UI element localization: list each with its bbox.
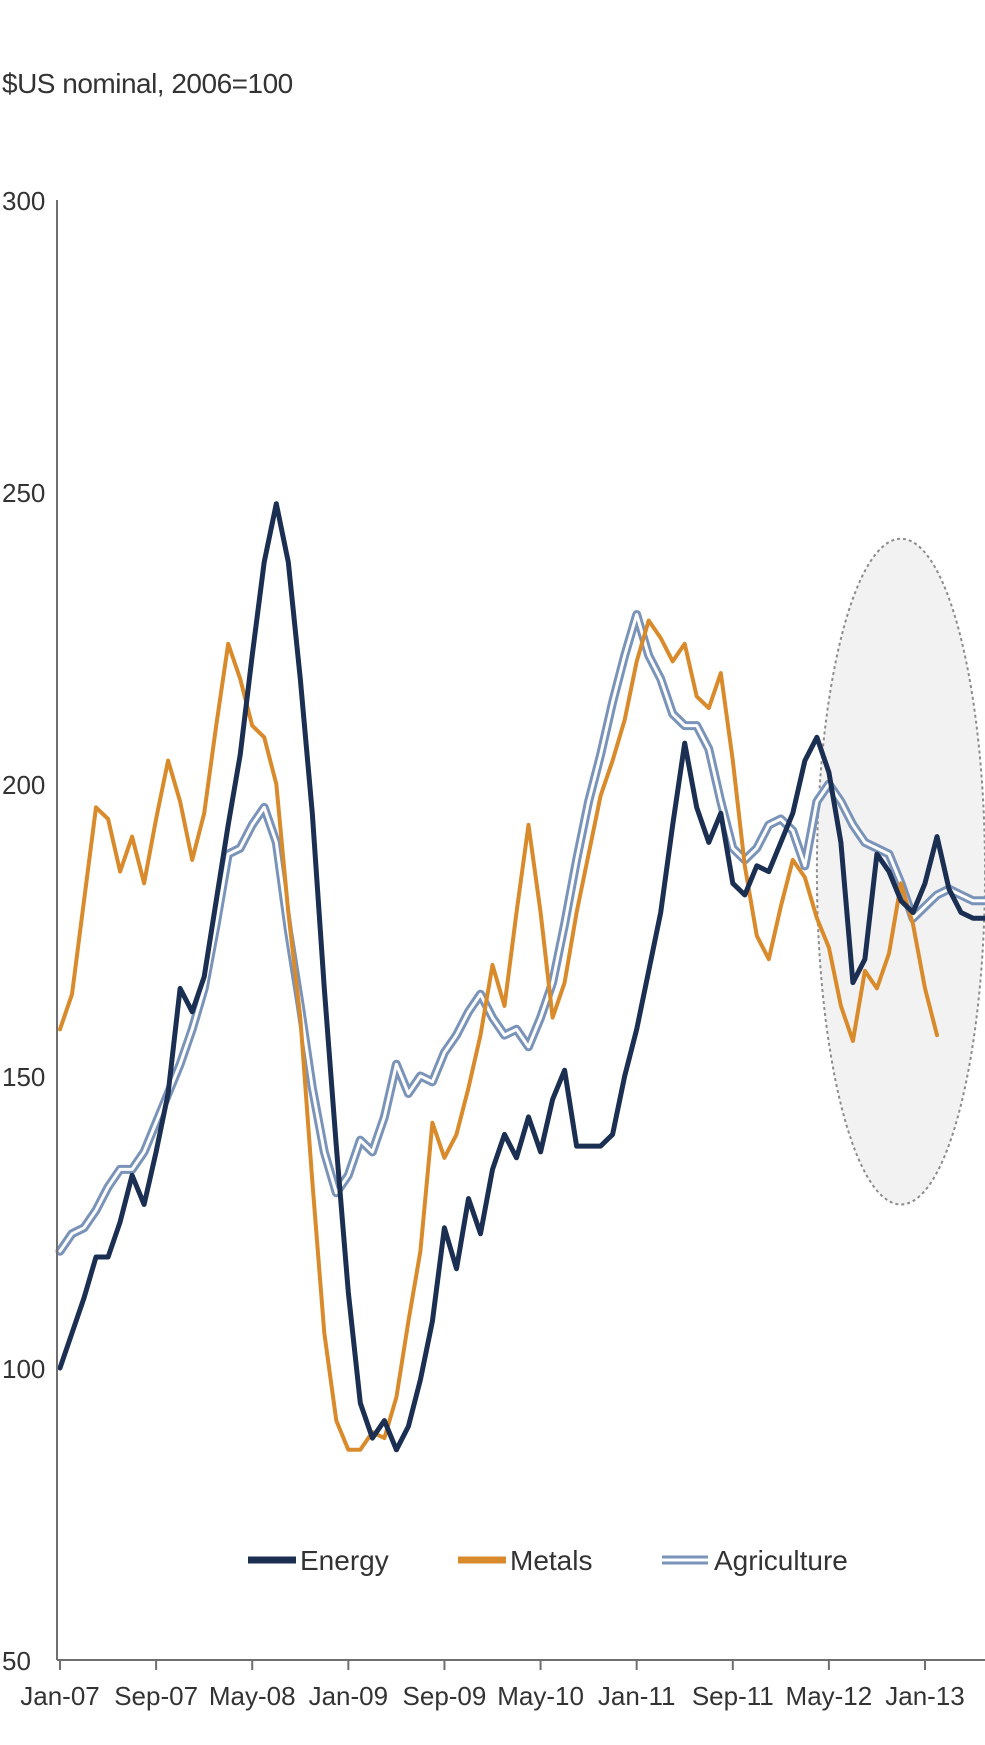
x-tick-label: Jan-11 — [598, 1681, 676, 1711]
x-tick-label: May-12 — [786, 1681, 873, 1711]
axes-layer: 50 100 150 200 250 300 Jan-07 Sep-07 May-08 Jan-0… — [2, 186, 985, 1711]
x-tick-label: May-10 — [497, 1681, 584, 1711]
y-tick-label: 250 — [2, 478, 45, 508]
series-line — [57, 501, 985, 1453]
legend: Energy Metals Agriculture — [248, 1545, 848, 1576]
x-tick-label: Jan-07 — [20, 1681, 100, 1711]
legend-label: Metals — [510, 1545, 592, 1576]
x-tick-label: Sep-11 — [692, 1681, 774, 1711]
series-energy — [57, 501, 985, 1453]
x-tick-label: Sep-09 — [403, 1681, 487, 1711]
x-tick-label: Jan-09 — [309, 1681, 389, 1711]
x-tick-label: Jan-13 — [885, 1681, 965, 1711]
y-tick-label: 200 — [2, 770, 45, 800]
y-tick-label: 100 — [2, 1354, 45, 1384]
series-metals — [58, 618, 939, 1452]
legend-item-energy: Energy — [248, 1545, 389, 1576]
legend-item-metals: Metals — [458, 1545, 592, 1576]
series-line — [58, 618, 939, 1452]
y-tick-label: 150 — [2, 1062, 45, 1092]
x-tick-label: Sep-07 — [114, 1681, 198, 1711]
y-tick-label: 50 — [2, 1646, 31, 1676]
legend-item-agriculture: Agriculture — [662, 1545, 848, 1576]
y-axis-unit-label: $US nominal, 2006=100 — [2, 68, 293, 99]
x-tick-label: May-08 — [209, 1681, 296, 1711]
legend-label: Agriculture — [714, 1545, 848, 1576]
series-layer — [55, 501, 985, 1453]
y-tick-label: 300 — [2, 186, 45, 216]
legend-label: Energy — [300, 1545, 389, 1576]
